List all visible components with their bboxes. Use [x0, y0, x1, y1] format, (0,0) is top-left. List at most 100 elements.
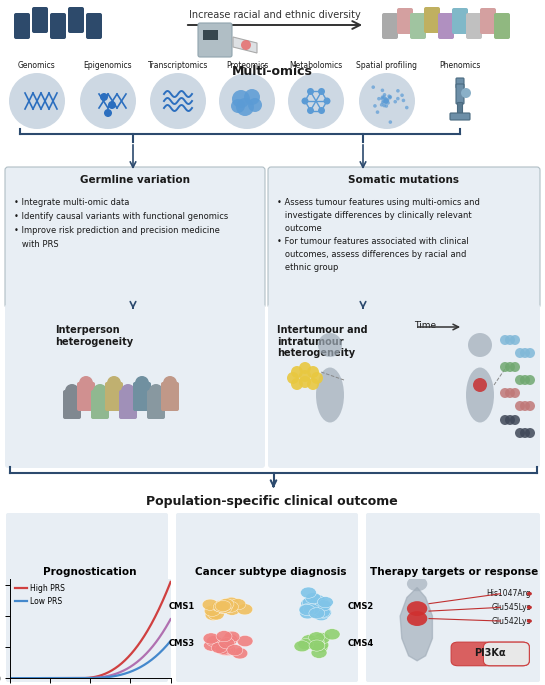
Circle shape — [306, 638, 322, 649]
Text: with PRS: with PRS — [14, 240, 59, 249]
Circle shape — [307, 107, 314, 114]
Circle shape — [219, 73, 275, 129]
Circle shape — [510, 335, 520, 345]
Circle shape — [211, 643, 227, 653]
Circle shape — [308, 636, 324, 648]
Circle shape — [307, 366, 319, 378]
Circle shape — [515, 428, 525, 438]
Circle shape — [299, 370, 311, 382]
Circle shape — [314, 633, 330, 644]
Circle shape — [380, 88, 384, 92]
FancyBboxPatch shape — [438, 13, 454, 39]
Circle shape — [402, 99, 405, 102]
Circle shape — [291, 366, 303, 378]
Circle shape — [454, 8, 466, 20]
Circle shape — [386, 101, 390, 105]
Circle shape — [315, 600, 331, 611]
FancyBboxPatch shape — [68, 7, 84, 33]
FancyBboxPatch shape — [86, 13, 102, 39]
Circle shape — [9, 73, 65, 129]
Circle shape — [248, 98, 262, 112]
High PRS — [7, 674, 14, 682]
Circle shape — [412, 13, 424, 25]
Circle shape — [219, 638, 235, 649]
Circle shape — [231, 99, 245, 113]
Circle shape — [384, 99, 387, 103]
High PRS — [102, 669, 109, 677]
Text: investigate differences by clinically relevant: investigate differences by clinically re… — [277, 211, 471, 220]
Circle shape — [309, 608, 325, 619]
Circle shape — [383, 104, 386, 108]
Circle shape — [385, 100, 389, 103]
FancyBboxPatch shape — [268, 167, 540, 308]
Circle shape — [324, 629, 340, 640]
Circle shape — [380, 103, 384, 107]
FancyBboxPatch shape — [203, 30, 218, 40]
Circle shape — [372, 86, 375, 89]
FancyBboxPatch shape — [456, 84, 464, 104]
Text: Glu545Lys: Glu545Lys — [492, 603, 531, 612]
FancyBboxPatch shape — [457, 103, 463, 116]
Text: Spatial profiling: Spatial profiling — [356, 60, 417, 69]
Low PRS — [167, 637, 174, 645]
Circle shape — [222, 634, 238, 645]
Circle shape — [135, 376, 149, 390]
Circle shape — [232, 90, 250, 108]
Circle shape — [52, 13, 64, 25]
Circle shape — [384, 97, 387, 101]
Circle shape — [520, 375, 530, 385]
Circle shape — [311, 372, 323, 384]
Circle shape — [407, 601, 427, 616]
Circle shape — [215, 601, 231, 612]
Circle shape — [16, 13, 28, 25]
Circle shape — [376, 110, 379, 114]
Circle shape — [205, 609, 221, 621]
Circle shape — [305, 593, 321, 603]
FancyBboxPatch shape — [382, 13, 398, 39]
High PRS — [105, 669, 112, 677]
FancyBboxPatch shape — [91, 390, 109, 419]
Circle shape — [359, 73, 415, 129]
Circle shape — [382, 99, 386, 103]
Line: High PRS: High PRS — [10, 582, 171, 678]
Circle shape — [520, 428, 530, 438]
Circle shape — [407, 611, 427, 626]
FancyBboxPatch shape — [456, 78, 464, 88]
Circle shape — [215, 643, 231, 654]
Low PRS — [142, 660, 149, 669]
High PRS — [102, 670, 108, 678]
Title: Cancer subtype diagnosis: Cancer subtype diagnosis — [196, 566, 347, 577]
FancyBboxPatch shape — [147, 390, 165, 419]
Legend: High PRS, Low PRS: High PRS, Low PRS — [14, 583, 66, 608]
Circle shape — [384, 13, 396, 25]
Circle shape — [236, 98, 254, 116]
FancyBboxPatch shape — [5, 167, 265, 308]
Circle shape — [241, 40, 251, 50]
FancyBboxPatch shape — [133, 382, 151, 411]
Circle shape — [382, 95, 386, 99]
Circle shape — [377, 97, 381, 101]
Text: • For tumour features associated with clinical: • For tumour features associated with cl… — [277, 237, 469, 246]
Circle shape — [308, 639, 324, 650]
Circle shape — [505, 415, 515, 425]
Circle shape — [308, 640, 324, 651]
Ellipse shape — [466, 367, 494, 423]
Circle shape — [380, 95, 384, 99]
Circle shape — [318, 88, 325, 95]
Circle shape — [211, 640, 227, 652]
Text: Epigenomics: Epigenomics — [84, 60, 132, 69]
Circle shape — [298, 638, 314, 650]
Circle shape — [520, 348, 530, 358]
FancyBboxPatch shape — [161, 382, 179, 411]
Circle shape — [220, 645, 236, 656]
FancyBboxPatch shape — [410, 13, 426, 39]
Circle shape — [287, 372, 299, 384]
Circle shape — [217, 599, 233, 610]
FancyBboxPatch shape — [494, 13, 510, 39]
Circle shape — [314, 606, 330, 618]
Circle shape — [216, 602, 232, 613]
Text: Increase racial and ethnic diversity: Increase racial and ethnic diversity — [189, 10, 361, 20]
Circle shape — [301, 97, 308, 105]
FancyBboxPatch shape — [5, 304, 265, 468]
Circle shape — [380, 97, 384, 101]
